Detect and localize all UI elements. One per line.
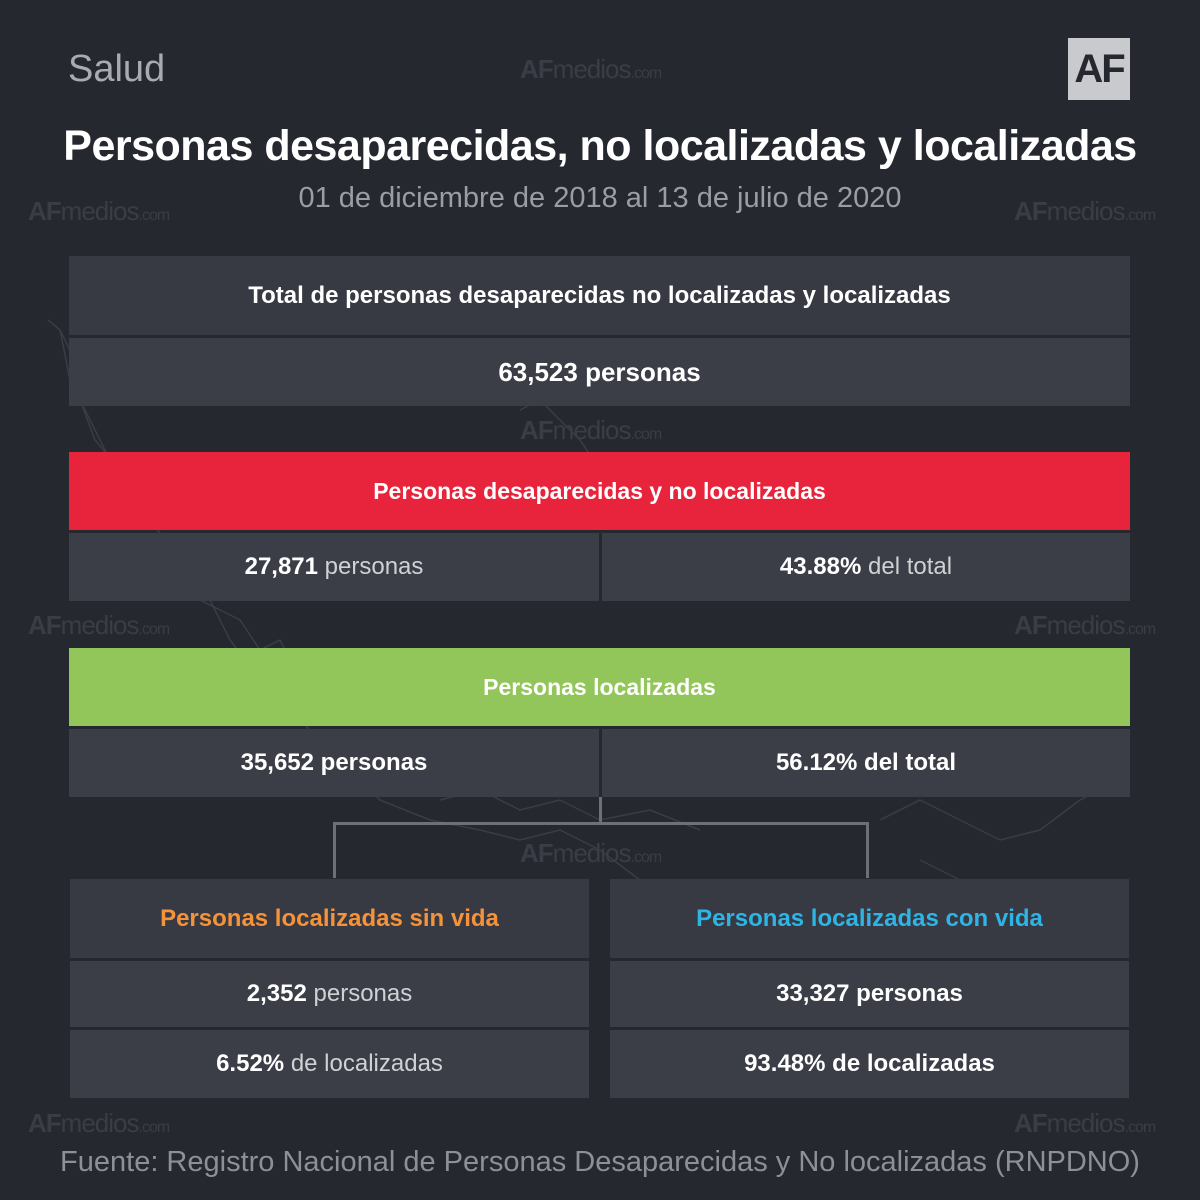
watermark: AFmedios.com xyxy=(28,196,170,226)
watermark: AFmedios.com xyxy=(520,838,662,868)
desaparecidas-value: 27,871 xyxy=(244,553,318,580)
con-vida-header: Personas localizadas con vida xyxy=(610,879,1129,958)
watermark: AFmedios.com xyxy=(520,54,662,84)
page-subtitle: 01 de diciembre de 2018 al 13 de julio d… xyxy=(298,182,902,214)
desaparecidas-unit: personas xyxy=(324,553,424,580)
sin-vida-unit: personas xyxy=(313,980,413,1007)
con-vida-unit: personas xyxy=(856,980,963,1007)
sin-vida-header: Personas localizadas sin vida xyxy=(70,879,589,958)
total-value-cell: 63,523 personas xyxy=(69,338,1130,406)
desaparecidas-pct: 43.88% xyxy=(779,553,862,580)
con-vida-label: Personas localizadas con vida xyxy=(696,904,1043,932)
localizadas-pct-unit: del total xyxy=(864,749,957,776)
total-header: Total de personas desaparecidas no local… xyxy=(69,256,1130,335)
total-unit: personas xyxy=(585,356,701,387)
source-note: Fuente: Registro Nacional de Personas De… xyxy=(60,1146,1140,1178)
localizadas-count-cell: 35,652 personas xyxy=(69,729,599,797)
localizadas-pct-cell: 56.12% del total xyxy=(602,729,1130,797)
localizadas-pct: 56.12% xyxy=(775,749,858,776)
watermark: AFmedios.com xyxy=(28,610,170,640)
con-vida-pct-unit: de localizadas xyxy=(832,1050,995,1077)
sin-vida-count-cell: 2,352 personas xyxy=(70,961,589,1027)
sin-vida-pct: 6.52% xyxy=(216,1050,285,1077)
sin-vida-value: 2,352 xyxy=(246,980,307,1007)
con-vida-pct-cell: 93.48% de localizadas xyxy=(610,1030,1129,1098)
connector-line xyxy=(866,822,869,878)
watermark: AFmedios.com xyxy=(1014,196,1156,226)
section-label: Salud xyxy=(68,48,166,90)
total-value: 63,523 xyxy=(498,356,578,387)
con-vida-pct: 93.48% xyxy=(744,1050,826,1077)
desaparecidas-pct-unit: del total xyxy=(868,553,953,580)
sin-vida-label: Personas localizadas sin vida xyxy=(160,904,499,932)
localizadas-value: 35,652 xyxy=(240,749,314,776)
con-vida-value: 33,327 xyxy=(776,980,850,1007)
localizadas-header: Personas localizadas xyxy=(69,648,1130,726)
watermark: AFmedios.com xyxy=(1014,1108,1156,1138)
sin-vida-pct-unit: de localizadas xyxy=(290,1050,443,1077)
desaparecidas-label: Personas desaparecidas y no localizadas xyxy=(373,477,826,504)
localizadas-unit: personas xyxy=(320,749,428,776)
con-vida-count-cell: 33,327 personas xyxy=(610,961,1129,1027)
af-logo: AF xyxy=(1068,38,1130,100)
desaparecidas-pct-cell: 43.88% del total xyxy=(602,533,1130,601)
connector-line xyxy=(599,797,602,824)
connector-line xyxy=(333,822,869,825)
desaparecidas-count-cell: 27,871 personas xyxy=(69,533,599,601)
watermark: AFmedios.com xyxy=(1014,610,1156,640)
desaparecidas-header: Personas desaparecidas y no localizadas xyxy=(69,452,1130,530)
page-title: Personas desaparecidas, no localizadas y… xyxy=(63,122,1137,170)
total-label: Total de personas desaparecidas no local… xyxy=(248,281,951,309)
watermark: AFmedios.com xyxy=(520,415,662,445)
sin-vida-pct-cell: 6.52% de localizadas xyxy=(70,1030,589,1098)
connector-line xyxy=(333,822,336,878)
watermark: AFmedios.com xyxy=(28,1108,170,1138)
localizadas-label: Personas localizadas xyxy=(483,673,716,700)
